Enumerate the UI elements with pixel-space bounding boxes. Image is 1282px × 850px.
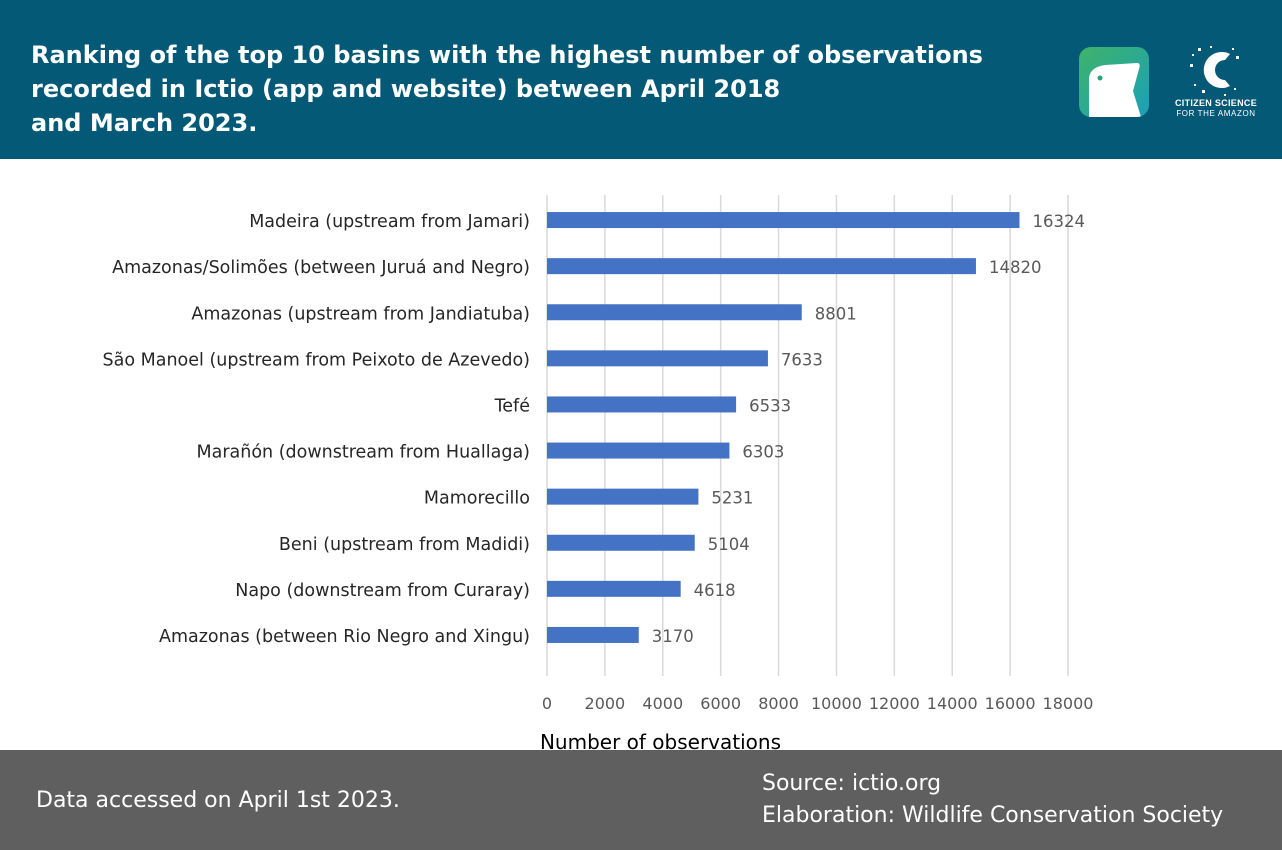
data-label: 5231: [711, 489, 753, 508]
page-title: Ranking of the top 10 basins with the hi…: [31, 38, 1031, 140]
category-label: Madeira (upstream from Jamari): [249, 212, 530, 232]
x-tick-label: 16000: [985, 694, 1036, 713]
ictio-fish-icon: [1079, 47, 1149, 117]
category-label: Beni (upstream from Madidi): [279, 535, 530, 555]
bar: [547, 626, 639, 643]
category-label: São Manoel (upstream from Peixoto de Aze…: [103, 350, 530, 370]
bar: [547, 396, 737, 413]
data-label: 3170: [652, 627, 694, 646]
partner-logo-text: CITIZEN SCIENCE FOR THE AMAZON: [1168, 98, 1264, 119]
data-accessed-note: Data accessed on April 1st 2023.: [36, 788, 400, 813]
x-tick-label: 12000: [869, 694, 920, 713]
x-tick-label: 2000: [585, 694, 626, 713]
category-label: Amazonas (between Rio Negro and Xingu): [159, 627, 530, 647]
category-label: Tefé: [494, 396, 530, 416]
bar: [547, 442, 730, 459]
x-tick-label: 6000: [700, 694, 741, 713]
x-tick-label: 4000: [642, 694, 683, 713]
x-tick-label: 10000: [811, 694, 862, 713]
category-label: Marañón (downstream from Huallaga): [197, 443, 531, 463]
x-tick-label: 8000: [758, 694, 799, 713]
partner-logo-line-2: FOR THE AMAZON: [1176, 109, 1256, 118]
x-tick-label: 18000: [1043, 694, 1094, 713]
citizen-science-c-icon: [1168, 44, 1264, 122]
bar: [547, 258, 976, 275]
bar: [547, 488, 699, 505]
bar: [547, 350, 768, 367]
category-label: Amazonas (upstream from Jandiatuba): [191, 304, 530, 324]
x-tick-label: 0: [542, 694, 552, 713]
x-axis-title: Number of observations: [540, 730, 781, 750]
data-label: 6533: [749, 396, 791, 415]
footer-banner: Data accessed on April 1st 2023. Source:…: [0, 750, 1282, 850]
bar: [547, 304, 802, 321]
data-label: 6303: [742, 443, 784, 462]
data-label: 14820: [989, 258, 1042, 277]
title-line-3: and March 2023.: [31, 109, 258, 137]
title-line-2: recorded in Ictio (app and website) betw…: [31, 75, 781, 103]
category-label: Amazonas/Solimões (between Juruá and Neg…: [112, 258, 530, 278]
bar: [547, 212, 1020, 229]
data-label: 8801: [815, 304, 857, 323]
title-line-1: Ranking of the top 10 basins with the hi…: [31, 41, 983, 69]
elaboration-text: Elaboration: Wildlife Conservation Socie…: [762, 803, 1224, 828]
bar: [547, 534, 695, 551]
category-label: Napo (downstream from Curaray): [235, 581, 530, 601]
source-text: Source: ictio.org: [762, 771, 942, 796]
data-label: 7633: [781, 350, 823, 369]
source-credits: Source: ictio.org Elaboration: Wildlife …: [762, 768, 1223, 832]
data-label: 5104: [708, 535, 750, 554]
x-tick-label: 14000: [927, 694, 978, 713]
header-banner: Ranking of the top 10 basins with the hi…: [0, 0, 1282, 159]
data-label: 4618: [694, 581, 736, 600]
category-label: Mamorecillo: [424, 489, 530, 509]
bar-chart: 0 2000 4000 6000 8000 10000 12000 14000 16000 180…: [103, 195, 1094, 750]
data-label: 16324: [1032, 212, 1085, 231]
partner-logo-line-1: CITIZEN SCIENCE: [1174, 98, 1257, 108]
bar: [547, 580, 681, 597]
